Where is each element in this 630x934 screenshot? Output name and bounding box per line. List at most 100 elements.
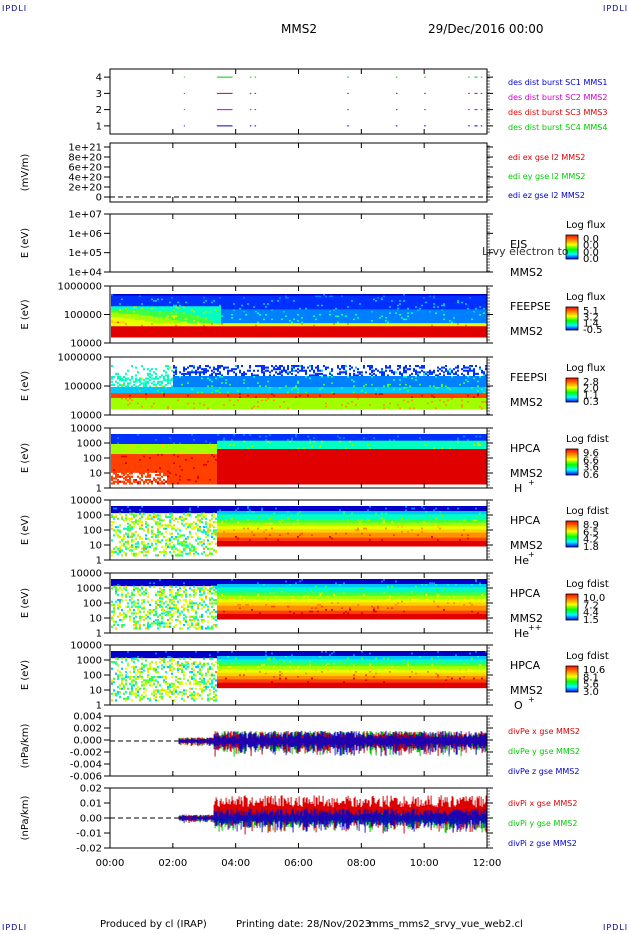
spectrogram-cell <box>365 335 367 337</box>
y-tick-label: 1 <box>96 121 102 132</box>
spectrogram-cell <box>183 335 185 337</box>
spectrogram-cell <box>327 335 329 337</box>
spectrogram-cell <box>163 335 165 337</box>
spectrogram-cell <box>315 335 317 337</box>
spectrogram-cell <box>263 335 265 337</box>
spectrogram-cell <box>139 335 141 337</box>
spectrogram-cell <box>157 335 159 337</box>
spectrogram-cell <box>149 335 151 337</box>
spectrogram-cell <box>411 335 413 337</box>
spectrogram-cell <box>231 335 233 337</box>
spectrogram-cell <box>409 335 411 337</box>
spectrogram-cell <box>245 335 247 337</box>
y-tick-label: 1e+06 <box>68 229 102 240</box>
spectrogram-cell <box>167 335 169 337</box>
panel-FEEPSE <box>104 286 578 343</box>
spectrogram-cell <box>275 335 277 337</box>
spectrogram-cell <box>143 335 145 337</box>
spectrogram-cell <box>213 335 215 337</box>
spectrogram-cell <box>277 335 279 337</box>
y-tick-label: 1e+21 <box>68 143 102 154</box>
spectrogram-cell <box>253 335 255 337</box>
spectrogram-cell <box>185 335 187 337</box>
spectrogram-cell <box>333 335 335 337</box>
spectrogram-cell <box>287 335 289 337</box>
spectrogram-cell <box>407 335 409 337</box>
spectrogram-cell <box>337 335 339 337</box>
spectrogram-cell <box>369 335 371 337</box>
spectrogram-cell <box>137 335 139 337</box>
overlay-label: Lrvy electron to <box>482 245 569 258</box>
colorbar-title: Log flux <box>566 220 606 231</box>
spectrogram-cell <box>351 335 353 337</box>
spectrogram-cell <box>283 335 285 337</box>
spectrogram-cell <box>225 335 227 337</box>
spectrogram-cell <box>377 335 379 337</box>
spectrogram-cell <box>391 335 393 337</box>
spectrogram-cell <box>127 335 129 337</box>
y-tick-label: 1e+04 <box>68 268 102 279</box>
spectrogram-cell <box>111 335 113 337</box>
spectrogram-cell <box>197 335 199 337</box>
spectrogram-cell <box>233 335 235 337</box>
spectrogram-cell <box>207 335 209 337</box>
spectrogram-cell <box>123 335 125 337</box>
spectrogram-cell <box>135 335 137 337</box>
spectrogram-cell <box>129 335 131 337</box>
spectrogram-cell <box>359 335 361 337</box>
spectrogram-cell <box>171 335 173 337</box>
spectrogram-cell <box>269 335 271 337</box>
spectrogram-cell <box>179 335 181 337</box>
spectrogram-cell <box>261 335 263 337</box>
spectrogram-cell <box>331 335 333 337</box>
colorbar-tick-label: 0.0 <box>583 254 599 265</box>
spectrogram-cell <box>293 335 295 337</box>
panel-frame <box>110 69 487 134</box>
spectrogram-cell <box>189 335 191 337</box>
spectrogram-cell <box>125 335 127 337</box>
spectrogram-cell <box>181 335 183 337</box>
spectrogram-cell <box>131 335 133 337</box>
spectrogram-cell <box>317 335 319 337</box>
spectrogram-cell <box>141 335 143 337</box>
panel-frame <box>110 143 487 202</box>
spectrogram-cell <box>299 335 301 337</box>
spectrogram-cell <box>117 335 119 337</box>
spectrogram-cell <box>155 335 157 337</box>
spectrogram-cell <box>401 335 403 337</box>
spectrogram-cell <box>353 335 355 337</box>
spectrogram-cell <box>309 335 311 337</box>
spectrogram-cell <box>371 335 373 337</box>
spectrogram-cell <box>387 335 389 337</box>
spectrogram-cell <box>397 335 399 337</box>
spectrogram-cell <box>133 335 135 337</box>
spectrogram-cell <box>305 335 307 337</box>
legend-entry: des dist burst SC3 MMS3 <box>508 108 607 117</box>
spectrogram-cell <box>203 335 205 337</box>
legend-entry: edi ex gse l2 MMS2 <box>508 153 585 162</box>
spectrogram-cell <box>237 335 239 337</box>
legend-entry: des dist burst SC4 MMS4 <box>508 123 607 132</box>
spectrogram-cell <box>239 335 241 337</box>
spectrogram-cell <box>201 335 203 337</box>
y-tick-label: 8e+20 <box>68 153 102 164</box>
spectrogram-cell <box>227 335 229 337</box>
spectrogram-cell <box>217 335 219 337</box>
spectrogram-cell <box>303 335 305 337</box>
y-tick-label: 2 <box>96 105 102 116</box>
spectrogram-cell <box>247 335 249 337</box>
spectrogram-cell <box>363 335 365 337</box>
spectrogram-cell <box>347 335 349 337</box>
spectrogram-cell <box>383 335 385 337</box>
spectrogram-cell <box>241 335 243 337</box>
spectrogram-cell <box>343 335 345 337</box>
spectrogram-cell <box>393 335 395 337</box>
spectrogram-cell <box>319 335 321 337</box>
spectrogram-cell <box>405 335 407 337</box>
spectrogram-cell <box>445 335 447 337</box>
spectrogram-cell <box>399 335 401 337</box>
y-axis-label: E (eV) <box>20 228 31 258</box>
spectrogram-cell <box>271 335 273 337</box>
spectrogram-cell <box>431 335 433 337</box>
